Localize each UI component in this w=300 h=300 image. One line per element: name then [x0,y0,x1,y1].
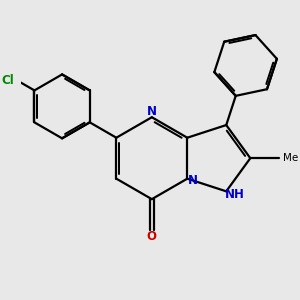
Text: Cl: Cl [1,74,14,87]
Text: Me: Me [283,153,298,163]
Text: N: N [188,174,198,187]
Text: O: O [147,230,157,242]
Text: NH: NH [225,188,245,201]
Text: N: N [147,105,157,119]
